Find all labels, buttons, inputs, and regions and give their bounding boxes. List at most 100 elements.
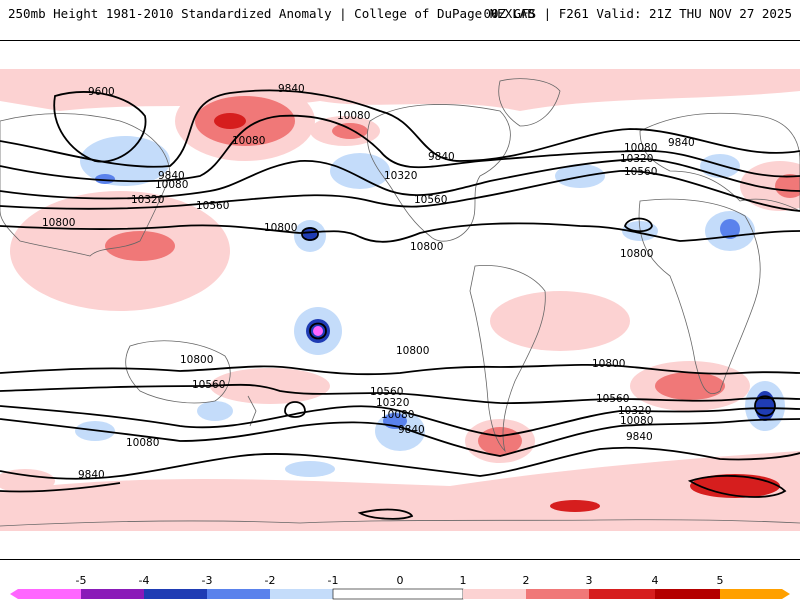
contour-label: 10560 [624, 166, 657, 178]
contour-label: 10080 [381, 409, 414, 421]
coast-new-zealand [247, 395, 257, 427]
contour-10560-north [0, 170, 800, 212]
anomaly-pos1-arctic [0, 69, 800, 111]
anomaly-neg1-gulf [330, 153, 390, 189]
anomaly-pos1-w-indian [0, 469, 55, 493]
colorbar-tick: 1 [459, 574, 467, 587]
contour-label: 9600 [88, 86, 115, 98]
colorbar-segment [655, 589, 720, 599]
coast-asia-west [0, 113, 171, 257]
coast-antarctica [0, 519, 800, 527]
anomaly-pos3-bering [214, 113, 246, 129]
contour-label: 10560 [192, 379, 225, 391]
contour-9840-south-b [0, 482, 121, 493]
contour-label: 10800 [42, 217, 75, 229]
contour-label: 10560 [370, 386, 403, 398]
anomaly-neg3-pacific-low1 [303, 227, 317, 241]
contour-loop-w-africa [624, 217, 653, 233]
colorbar [10, 588, 790, 600]
anomaly-pos3-s-indian [690, 474, 780, 498]
contour-label: 10080 [337, 110, 370, 122]
colorbar-tick: 0 [396, 574, 404, 587]
contour-label: 9840 [668, 137, 695, 149]
anomaly-map-svg: 9600 9840 9840 9840 9840 9840 9840 9840 … [0, 69, 800, 531]
contour-label: 10800 [620, 248, 653, 260]
contour-label: 9840 [626, 431, 653, 443]
colorbar-segment [589, 589, 655, 599]
contour-10560-south [0, 383, 800, 405]
colorbar-tick: 3 [585, 574, 593, 587]
colorbar-segment [720, 589, 782, 599]
coast-greenland [498, 78, 561, 127]
contour-label: 10320 [131, 194, 164, 206]
anomaly-neg2-med [720, 219, 740, 239]
contour-label: 10800 [264, 222, 297, 234]
colorbar-segment [332, 588, 464, 600]
contour-label: 10080 [232, 135, 265, 147]
map-title: 250mb Height 1981-2010 Standardized Anom… [8, 6, 535, 21]
coastlines [0, 78, 800, 527]
contour-label: 10320 [618, 405, 651, 417]
colorbar-tick: -2 [264, 574, 276, 587]
contour-label: 10320 [620, 153, 653, 165]
contour-label: 9840 [428, 151, 455, 163]
colorbar-tick: -1 [327, 574, 339, 587]
anomaly-neg1-s-ocean [285, 461, 335, 477]
contour-10800-south [0, 363, 800, 376]
contour-label: 10080 [126, 437, 159, 449]
anomaly-pos1-south-polar [0, 451, 800, 531]
colorbar-tick: -3 [201, 574, 213, 587]
contour-loop-tasman [284, 401, 306, 418]
contour-label: 10080 [620, 415, 653, 427]
anomaly-pos1-s-pacific [210, 368, 330, 404]
anomaly-pos3-antarctic [550, 500, 600, 512]
contour-label: 10560 [414, 194, 447, 206]
anomaly-neg2-alaska [95, 174, 115, 184]
coast-australia [125, 340, 231, 404]
colorbar-segment [270, 589, 333, 599]
contour-label: 9840 [78, 469, 105, 481]
anomaly-neg1-atlantic-n [555, 164, 605, 188]
contour-label: 10320 [384, 170, 417, 182]
contour-loop-low2 [309, 322, 327, 340]
colorbar-segment [526, 589, 589, 599]
contour-label: 10560 [196, 200, 229, 212]
contour-label: 9840 [398, 424, 425, 436]
model-run-info: 00Z GFS | F261 Valid: 21Z THU NOV 27 202… [483, 6, 792, 21]
colorbar-tick: 4 [651, 574, 659, 587]
contour-label: 10800 [396, 345, 429, 357]
contour-label: 10080 [624, 142, 657, 154]
anomaly-map[interactable]: 9600 9840 9840 9840 9840 9840 9840 9840 … [0, 40, 800, 560]
colorbar-segment [81, 589, 144, 599]
height-contours [0, 89, 800, 520]
anomaly-neg5-pacific-low2 [313, 326, 323, 336]
contour-10080-north [0, 114, 800, 183]
colorbar-tick: -4 [138, 574, 150, 587]
colorbar-tick: -5 [75, 574, 87, 587]
contour-label: 9840 [278, 83, 305, 95]
contour-label: 9840 [158, 170, 185, 182]
coast-eurasia [639, 112, 800, 212]
colorbar-segment [18, 589, 81, 599]
contour-9840-north [0, 89, 800, 168]
colorbar-segment [144, 589, 207, 599]
contour-label: 10320 [376, 397, 409, 409]
anomaly-neg1-europe [700, 154, 740, 178]
anomaly-pos2-europe [775, 174, 800, 198]
map-header: 250mb Height 1981-2010 Standardized Anom… [0, 0, 800, 30]
colorbar-segment [463, 589, 526, 599]
colorbar-tick: 2 [522, 574, 530, 587]
anomaly-pos2-asia [105, 231, 175, 261]
coast-north-america [366, 104, 511, 242]
contour-label: 10800 [180, 354, 213, 366]
contour-10800-north [0, 222, 800, 243]
contour-label: 10080 [155, 179, 188, 191]
contour-10320-north [0, 158, 800, 200]
anomaly-pos2-s-atlantic [655, 372, 725, 400]
colorbar-arrow-right [782, 589, 790, 599]
contour-closed-south-indian [687, 474, 787, 498]
contour-label: 10800 [592, 358, 625, 370]
contour-loop-s-indian [754, 395, 776, 417]
anomaly-pos1-atlantic [490, 291, 630, 351]
contour-10080-south [0, 418, 800, 457]
